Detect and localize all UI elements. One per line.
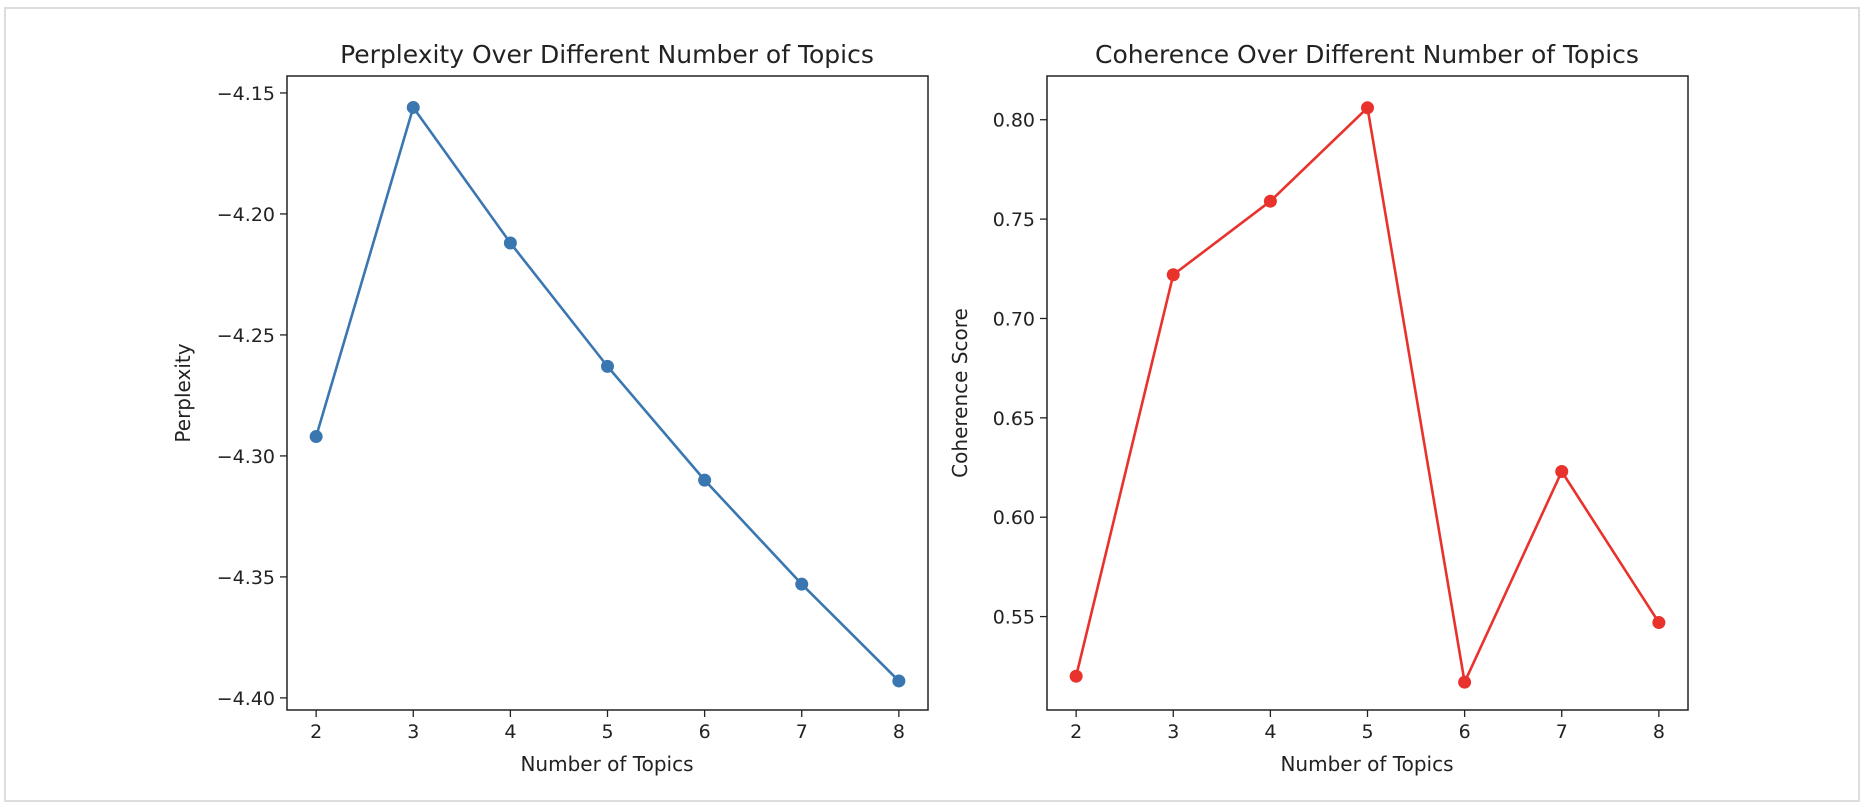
y-tick-label: −4.40 [217,688,275,710]
series-line [314,106,900,682]
data-point [1069,669,1083,683]
x-tick-label: 2 [1070,721,1082,743]
data-point [1361,101,1374,115]
y-tick-label: 0.70 [993,308,1035,330]
data-point [406,100,420,114]
x-ticks: 2 3 4 5 6 7 8 [1070,710,1665,743]
x-tick-label: 6 [1459,721,1471,743]
chart-title: Perplexity Over Different Number of Topi… [340,40,874,69]
figure-frame [4,7,1860,802]
x-axis-label: Number of Topics [1280,752,1453,776]
x-tick-label: 6 [699,721,711,743]
y-ticks: 0.55 0.60 0.65 0.70 0.75 0.80 [993,110,1047,629]
perplexity-chart: Perplexity Over Different Number of Topi… [171,40,929,776]
data-point [795,577,809,591]
y-tick-label: −4.30 [217,446,275,468]
x-tick-label: 8 [1653,721,1665,743]
data-point [309,430,323,444]
x-tick-label: 4 [504,721,516,743]
x-tick-label: 8 [893,721,905,743]
x-tick-label: 2 [310,721,322,743]
data-point [1555,465,1569,479]
x-axis-label: Number of Topics [520,752,693,776]
data-point [1458,675,1472,689]
chart-title: Coherence Over Different Number of Topic… [1095,40,1639,69]
y-axis-label: Coherence Score [948,308,972,478]
y-tick-label: 0.80 [993,110,1035,132]
data-point [1652,616,1666,630]
data-point [1166,268,1180,282]
data-point [1263,194,1277,208]
x-tick-label: 7 [796,721,808,743]
series-group [309,100,906,688]
plot-frame [1046,75,1689,711]
y-tick-label: −4.20 [217,204,275,226]
y-tick-label: 0.65 [993,408,1035,430]
coherence-chart: Coherence Over Different Number of Topic… [948,40,1689,776]
y-tick-label: −4.15 [217,83,275,105]
x-tick-label: 4 [1264,721,1276,743]
series-group [1069,101,1666,689]
y-tick-label: 0.60 [993,507,1035,529]
x-ticks: 2 3 4 5 6 7 8 [310,710,905,743]
y-tick-label: 0.55 [993,607,1035,629]
x-tick-label: 5 [601,721,613,743]
series-line [1074,106,1660,684]
data-point [601,359,614,373]
x-tick-label: 7 [1556,721,1568,743]
y-tick-label: −4.35 [217,567,275,589]
y-ticks: −4.15 −4.20 −4.25 −4.30 −4.35 −4.40 [217,83,287,710]
y-axis-label: Perplexity [171,343,195,442]
x-tick-label: 5 [1361,721,1373,743]
y-tick-label: −4.25 [217,325,275,347]
x-tick-label: 3 [407,721,419,743]
data-point [892,674,906,688]
y-tick-label: 0.75 [993,209,1035,231]
x-tick-label: 3 [1167,721,1179,743]
data-point [698,473,712,487]
data-point [503,236,517,250]
